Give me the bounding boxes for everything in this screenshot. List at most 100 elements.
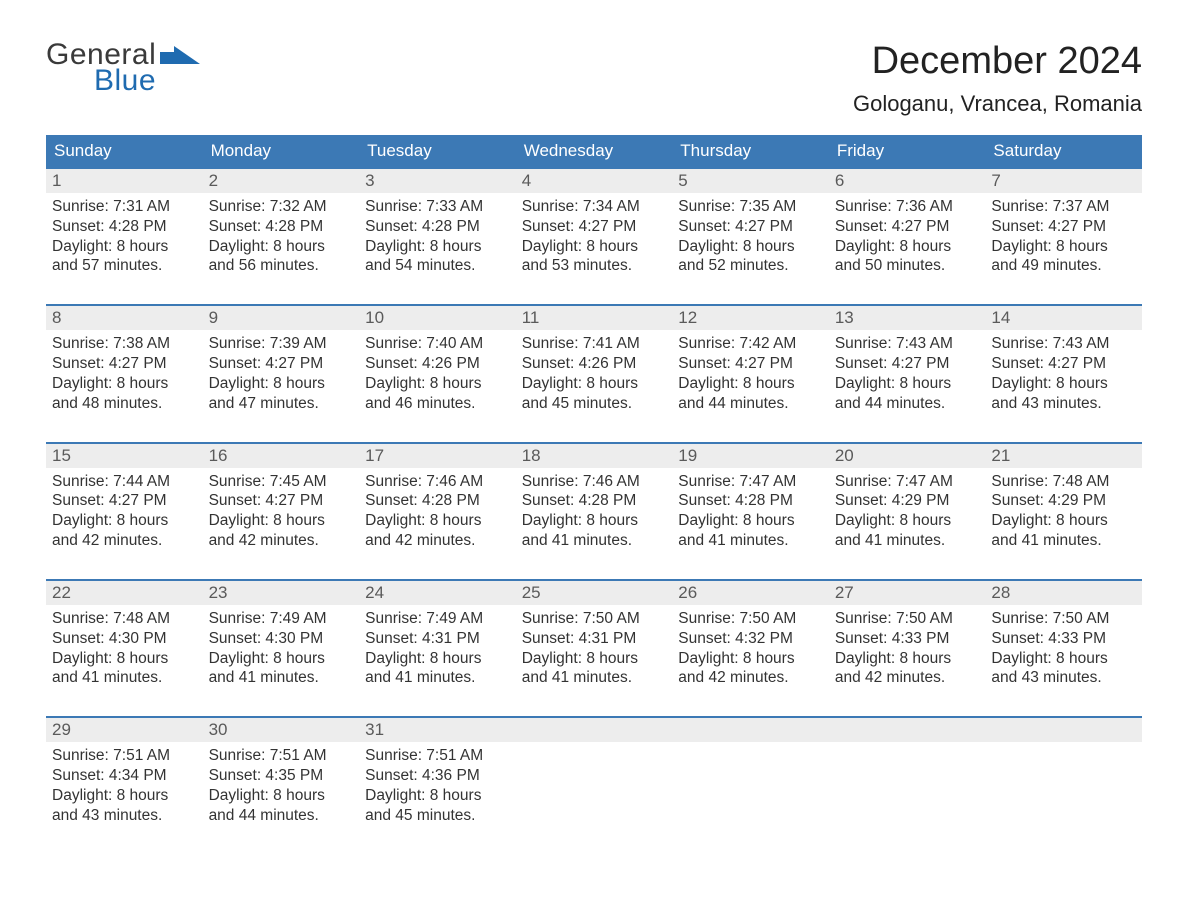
cell-body: Sunrise: 7:51 AMSunset: 4:35 PMDaylight:…: [203, 742, 360, 825]
sunrise-text: Sunrise: 7:49 AM: [209, 609, 354, 629]
cell-body: Sunrise: 7:51 AMSunset: 4:36 PMDaylight:…: [359, 742, 516, 825]
daylight-text: Daylight: 8 hours and 43 minutes.: [991, 649, 1136, 689]
calendar-cell: 24 Sunrise: 7:49 AMSunset: 4:31 PMDayligh…: [359, 581, 516, 688]
daylight-text: Daylight: 8 hours and 41 minutes.: [52, 649, 197, 689]
week-row: 15Sunrise: 7:44 AMSunset: 4:27 PMDayligh…: [46, 442, 1142, 551]
day-number: 13: [829, 306, 986, 330]
calendar-cell: 3Sunrise: 7:33 AMSunset: 4:28 PMDaylight…: [359, 169, 516, 276]
day-number: 18: [516, 444, 673, 468]
calendar-cell: 28Sunrise: 7:50 AMSunset: 4:33 PMDayligh…: [985, 581, 1142, 688]
daylight-text: Daylight: 8 hours and 42 minutes.: [52, 511, 197, 551]
calendar-cell: 10Sunrise: 7:40 AMSunset: 4:26 PMDayligh…: [359, 306, 516, 413]
sunset-text: Sunset: 4:27 PM: [991, 217, 1136, 237]
cell-body: Sunrise: 7:38 AMSunset: 4:27 PMDaylight:…: [46, 330, 203, 413]
cell-body: Sunrise: 7:50 AMSunset: 4:33 PMDaylight:…: [985, 605, 1142, 688]
sunrise-text: Sunrise: 7:48 AM: [991, 472, 1136, 492]
cell-body: Sunrise: 7:39 AMSunset: 4:27 PMDaylight:…: [203, 330, 360, 413]
sunset-text: Sunset: 4:29 PM: [991, 491, 1136, 511]
calendar-cell: 27Sunrise: 7:50 AMSunset: 4:33 PMDayligh…: [829, 581, 986, 688]
sunrise-text: Sunrise: 7:48 AM: [52, 609, 197, 629]
sunset-text: Sunset: 4:27 PM: [52, 491, 197, 511]
cell-body: Sunrise: 7:49 AMSunset: 4:30 PMDaylight:…: [203, 605, 360, 688]
calendar-cell: 1Sunrise: 7:31 AMSunset: 4:28 PMDaylight…: [46, 169, 203, 276]
cell-body: Sunrise: 7:32 AMSunset: 4:28 PMDaylight:…: [203, 193, 360, 276]
cell-body: Sunrise: 7:47 AMSunset: 4:28 PMDaylight:…: [672, 468, 829, 551]
day-header-row: Sunday Monday Tuesday Wednesday Thursday…: [46, 135, 1142, 167]
day-number: 1: [46, 169, 203, 193]
sunset-text: Sunset: 4:27 PM: [209, 354, 354, 374]
daylight-text: Daylight: 8 hours and 43 minutes.: [991, 374, 1136, 414]
calendar-cell: 22Sunrise: 7:48 AMSunset: 4:30 PMDayligh…: [46, 581, 203, 688]
cell-body: Sunrise: 7:33 AMSunset: 4:28 PMDaylight:…: [359, 193, 516, 276]
day-number: 17: [359, 444, 516, 468]
week-row: 1Sunrise: 7:31 AMSunset: 4:28 PMDaylight…: [46, 167, 1142, 276]
daylight-text: Daylight: 8 hours and 44 minutes.: [835, 374, 980, 414]
calendar-cell: 9Sunrise: 7:39 AMSunset: 4:27 PMDaylight…: [203, 306, 360, 413]
daylight-text: Daylight: 8 hours and 49 minutes.: [991, 237, 1136, 277]
day-header-friday: Friday: [829, 135, 986, 167]
week-row: 22Sunrise: 7:48 AMSunset: 4:30 PMDayligh…: [46, 579, 1142, 688]
daylight-text: Daylight: 8 hours and 41 minutes.: [991, 511, 1136, 551]
daylight-text: Daylight: 8 hours and 42 minutes.: [209, 511, 354, 551]
calendar-cell: 2Sunrise: 7:32 AMSunset: 4:28 PMDaylight…: [203, 169, 360, 276]
sunrise-text: Sunrise: 7:47 AM: [678, 472, 823, 492]
calendar-cell: 20Sunrise: 7:47 AMSunset: 4:29 PMDayligh…: [829, 444, 986, 551]
sunset-text: Sunset: 4:33 PM: [991, 629, 1136, 649]
daylight-text: Daylight: 8 hours and 50 minutes.: [835, 237, 980, 277]
calendar-cell: 5Sunrise: 7:35 AMSunset: 4:27 PMDaylight…: [672, 169, 829, 276]
calendar-cell: 29Sunrise: 7:51 AMSunset: 4:34 PMDayligh…: [46, 718, 203, 825]
day-number: 5: [672, 169, 829, 193]
week-row: 29Sunrise: 7:51 AMSunset: 4:34 PMDayligh…: [46, 716, 1142, 825]
calendar-cell: 21Sunrise: 7:48 AMSunset: 4:29 PMDayligh…: [985, 444, 1142, 551]
daylight-text: Daylight: 8 hours and 43 minutes.: [52, 786, 197, 826]
day-number: 4: [516, 169, 673, 193]
daylight-text: Daylight: 8 hours and 45 minutes.: [365, 786, 510, 826]
sunrise-text: Sunrise: 7:39 AM: [209, 334, 354, 354]
day-number: 25: [516, 581, 673, 605]
day-number: 19: [672, 444, 829, 468]
sunrise-text: Sunrise: 7:47 AM: [835, 472, 980, 492]
day-number: 7: [985, 169, 1142, 193]
daylight-text: Daylight: 8 hours and 41 minutes.: [365, 649, 510, 689]
sunset-text: Sunset: 4:31 PM: [365, 629, 510, 649]
header: General Blue December 2024 Gologanu, Vra…: [46, 40, 1142, 117]
day-number: 24: [359, 581, 516, 605]
sunset-text: Sunset: 4:28 PM: [522, 491, 667, 511]
cell-body: Sunrise: 7:50 AMSunset: 4:33 PMDaylight:…: [829, 605, 986, 688]
sunset-text: Sunset: 4:32 PM: [678, 629, 823, 649]
sunrise-text: Sunrise: 7:44 AM: [52, 472, 197, 492]
sunrise-text: Sunrise: 7:34 AM: [522, 197, 667, 217]
daylight-text: Daylight: 8 hours and 53 minutes.: [522, 237, 667, 277]
cell-body: Sunrise: 7:31 AMSunset: 4:28 PMDaylight:…: [46, 193, 203, 276]
cell-body: Sunrise: 7:51 AMSunset: 4:34 PMDaylight:…: [46, 742, 203, 825]
sunrise-text: Sunrise: 7:43 AM: [991, 334, 1136, 354]
brand-word-blue: Blue: [94, 66, 204, 96]
sunrise-text: Sunrise: 7:35 AM: [678, 197, 823, 217]
calendar-cell: 13Sunrise: 7:43 AMSunset: 4:27 PMDayligh…: [829, 306, 986, 413]
calendar-cell: 4 Sunrise: 7:34 AMSunset: 4:27 PMDaylight…: [516, 169, 673, 276]
day-number: 22: [46, 581, 203, 605]
day-number: 11: [516, 306, 673, 330]
day-number: 6: [829, 169, 986, 193]
daylight-text: Daylight: 8 hours and 41 minutes.: [678, 511, 823, 551]
calendar-cell: 16Sunrise: 7:45 AMSunset: 4:27 PMDayligh…: [203, 444, 360, 551]
sunset-text: Sunset: 4:28 PM: [678, 491, 823, 511]
cell-body: Sunrise: 7:46 AMSunset: 4:28 PMDaylight:…: [359, 468, 516, 551]
sunrise-text: Sunrise: 7:31 AM: [52, 197, 197, 217]
day-number: 20: [829, 444, 986, 468]
sunset-text: Sunset: 4:27 PM: [678, 354, 823, 374]
day-number: 14: [985, 306, 1142, 330]
calendar-cell: 8Sunrise: 7:38 AMSunset: 4:27 PMDaylight…: [46, 306, 203, 413]
calendar-cell: 31Sunrise: 7:51 AMSunset: 4:36 PMDayligh…: [359, 718, 516, 825]
sunrise-text: Sunrise: 7:49 AM: [365, 609, 510, 629]
cell-body: Sunrise: 7:40 AMSunset: 4:26 PMDaylight:…: [359, 330, 516, 413]
sunrise-text: Sunrise: 7:41 AM: [522, 334, 667, 354]
sunset-text: Sunset: 4:31 PM: [522, 629, 667, 649]
daylight-text: Daylight: 8 hours and 42 minutes.: [678, 649, 823, 689]
sunset-text: Sunset: 4:29 PM: [835, 491, 980, 511]
sunset-text: Sunset: 4:27 PM: [522, 217, 667, 237]
cell-body: Sunrise: 7:50 AMSunset: 4:32 PMDaylight:…: [672, 605, 829, 688]
cell-body: Sunrise: 7:41 AMSunset: 4:26 PMDaylight:…: [516, 330, 673, 413]
day-header-saturday: Saturday: [985, 135, 1142, 167]
daylight-text: Daylight: 8 hours and 42 minutes.: [365, 511, 510, 551]
